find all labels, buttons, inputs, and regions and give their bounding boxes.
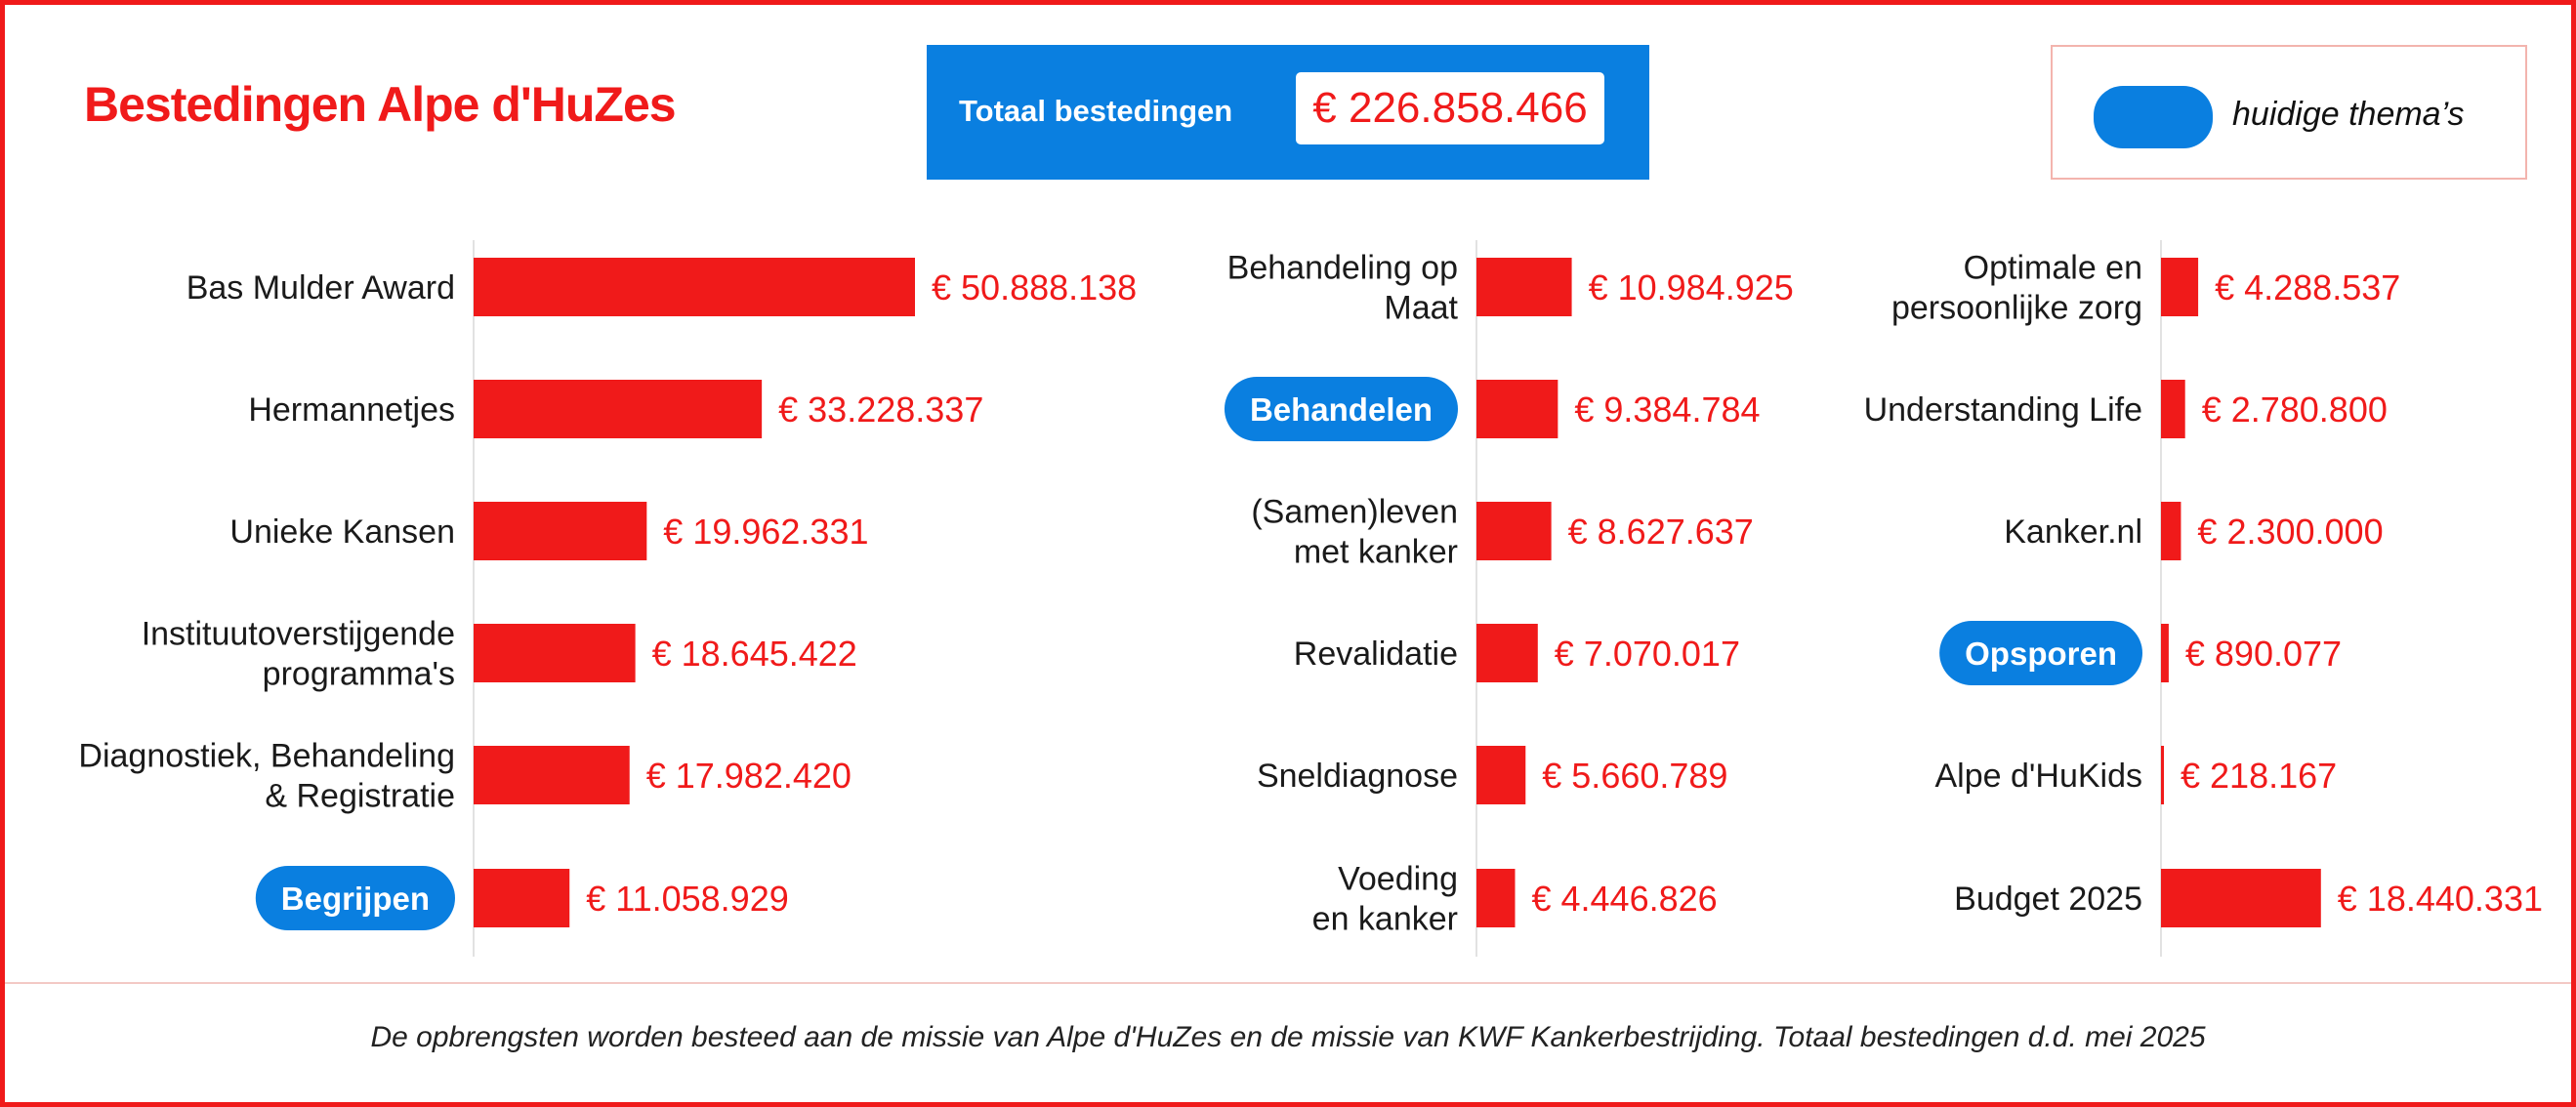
bar-value-label: € 4.288.537 [2215, 267, 2400, 308]
bar-value-label: € 2.300.000 [2197, 512, 2383, 552]
category-label: (Samen)leven [1251, 494, 1458, 531]
bar-value-label: € 19.962.331 [663, 512, 868, 552]
category-label: Understanding Life [1864, 391, 2142, 429]
legend-swatch-current-themes [2094, 86, 2213, 148]
bar [474, 624, 636, 682]
bar-value-label: € 33.228.337 [778, 390, 983, 430]
legend-label: huidige thema’s [2232, 96, 2465, 133]
category-label: programma's [263, 656, 455, 693]
bar-value-label: € 9.384.784 [1574, 390, 1760, 430]
bar [1476, 258, 1572, 316]
bar-value-label: € 8.627.637 [1568, 512, 1754, 552]
category-label: Kanker.nl [2004, 513, 2142, 551]
bar [1476, 380, 1558, 438]
bar-value-label: € 4.446.826 [1531, 879, 1717, 919]
category-label: Maat [1384, 290, 1458, 327]
category-label: & Registratie [265, 778, 455, 815]
category-label: Unieke Kansen [229, 513, 455, 551]
bar-value-label: € 890.077 [2185, 634, 2342, 674]
bar [474, 746, 630, 804]
bar-value-label: € 18.645.422 [652, 634, 857, 674]
bar [2161, 624, 2169, 682]
theme-badge-label: Begrijpen [281, 881, 430, 917]
category-label: Sneldiagnose [1257, 758, 1458, 795]
bar-value-label: € 17.982.420 [646, 756, 852, 796]
category-label: Revalidatie [1294, 636, 1458, 673]
total-spending-value: € 226.858.466 [1296, 72, 1604, 144]
category-label: Behandeling op [1227, 250, 1458, 287]
category-label: Optimale en [1964, 250, 2142, 287]
bar [1476, 624, 1538, 682]
bar [474, 258, 915, 316]
bar-value-label: € 50.888.138 [932, 267, 1137, 308]
category-label: persoonlijke zorg [1891, 290, 2142, 327]
theme-badge-label: Behandelen [1250, 391, 1433, 428]
bar [2161, 746, 2164, 804]
theme-badge [255, 866, 455, 930]
bar [1476, 502, 1552, 560]
bar [474, 869, 570, 927]
category-label: en kanker [1312, 901, 1458, 938]
footer-divider [5, 982, 2571, 984]
category-label: met kanker [1294, 534, 1458, 571]
page-title: Bestedingen Alpe d'HuZes [84, 77, 677, 132]
category-label: Budget 2025 [1954, 881, 2142, 918]
bar-value-label: € 11.058.929 [586, 879, 789, 919]
category-label: Bas Mulder Award [187, 269, 455, 307]
total-spending-panel: Totaal bestedingen € 226.858.466 [927, 45, 1649, 180]
bar [474, 502, 647, 560]
bar-value-label: € 218.167 [2181, 756, 2337, 796]
bar-value-label: € 18.440.331 [2338, 879, 2543, 919]
theme-badge [1224, 377, 1458, 441]
total-spending-label: Totaal bestedingen [959, 94, 1233, 128]
category-label: Instituutoverstijgende [142, 616, 455, 653]
theme-badge [1939, 621, 2142, 685]
bar [2161, 380, 2185, 438]
bar [1476, 869, 1516, 927]
bar-value-label: € 5.660.789 [1542, 756, 1727, 796]
bar [2161, 258, 2199, 316]
footnote: De opbrengsten worden besteed aan de mis… [370, 1021, 2206, 1053]
legend: huidige thema’s [2051, 45, 2527, 180]
category-label: Hermannetjes [248, 391, 455, 429]
bar-value-label: € 10.984.925 [1589, 267, 1794, 308]
category-label: Voeding [1338, 861, 1458, 898]
bar-value-label: € 2.780.800 [2202, 390, 2388, 430]
bar [474, 380, 763, 438]
bar-value-label: € 7.070.017 [1555, 634, 1740, 674]
bar [2161, 869, 2321, 927]
bar [2161, 502, 2181, 560]
bar [1476, 746, 1526, 804]
theme-badge-label: Opsporen [1965, 636, 2117, 672]
category-label: Alpe d'HuKids [1935, 758, 2143, 795]
category-label: Diagnostiek, Behandeling [78, 738, 455, 775]
